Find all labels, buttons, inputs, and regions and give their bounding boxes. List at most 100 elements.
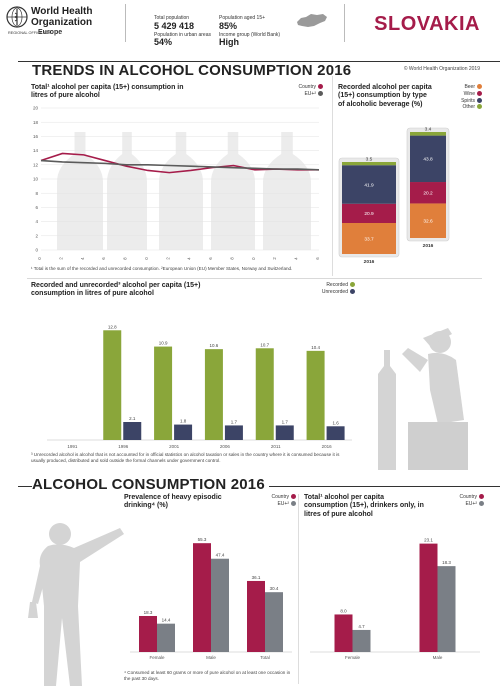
person-silhouette-icon — [28, 523, 124, 686]
legend-eu: EU+² — [298, 91, 323, 98]
total-consumption-title: Total¹ alcohol per capita (15+) consumpt… — [31, 84, 184, 100]
country-name: SLOVAKIA — [374, 13, 480, 35]
region-name: Europe — [38, 29, 63, 36]
beverage-value-label: 33.7 — [364, 236, 374, 242]
x-tick-label: 2011 — [271, 444, 281, 449]
org-name-line1: World Health — [31, 6, 93, 17]
x-tick-label: 2010 — [251, 257, 256, 260]
y-tick-label: 14 — [33, 148, 39, 153]
y-tick-label: 16 — [33, 134, 39, 139]
x-tick-label: 1998 — [123, 257, 128, 260]
y-tick-label: 6 — [35, 205, 38, 210]
recorded-bar — [154, 346, 173, 440]
panel-divider-bottom — [298, 494, 299, 684]
consumption-section-title: ALCOHOL CONSUMPTION 2016 — [32, 476, 269, 493]
bar-value-label: 10.6 — [210, 343, 219, 348]
bar-value-label: 8.0 — [340, 608, 347, 613]
income-value: High — [219, 37, 239, 47]
glass-year-label: 2016 — [364, 259, 375, 265]
beverage-segment-beer — [410, 203, 446, 238]
bar-value-label: 36.1 — [252, 575, 261, 580]
total-consumption-legend: Country EU+² — [298, 84, 323, 98]
country-hed-bar — [193, 543, 211, 652]
eu-trend-line — [40, 159, 320, 171]
legend-beer: Beer — [461, 84, 482, 91]
country-drinkers-bar — [419, 543, 438, 652]
country-hed-bar — [139, 615, 157, 652]
unrecorded-bar — [275, 425, 294, 440]
unrecorded-bar — [224, 425, 243, 440]
legend-wine: Wine — [461, 91, 482, 98]
recorded-bar — [204, 349, 223, 440]
bar-value-label: 10.7 — [260, 342, 269, 347]
total-consumption-footnote: ¹ Total is the sum of the recorded and u… — [31, 266, 293, 271]
section-rule-trends — [18, 61, 500, 62]
total-population-label: Total population — [154, 15, 190, 21]
panel-divider — [332, 76, 333, 276]
x-tick-label: 1996 — [118, 444, 129, 449]
beverage-glass-chart: 33.7 20.9 41.9 3.5 2016 32.6 20.2 43.8 3.4 2016 — [338, 127, 450, 265]
x-tick-label: 2008 — [229, 257, 234, 260]
y-tick-label: 2 — [35, 233, 38, 238]
eu-hed-bar — [157, 623, 175, 652]
recorded-bar — [255, 348, 274, 440]
drinkers-title: Total¹ alcohol per capita consumption (1… — [304, 494, 424, 518]
y-tick-label: 20 — [33, 106, 39, 111]
trends-section-title: TRENDS IN ALCOHOL CONSUMPTION 2016 — [32, 62, 352, 79]
who-emblem-icon — [6, 6, 28, 28]
x-tick-label: 2006 — [208, 257, 213, 260]
bar-value-label: 4.7 — [358, 624, 365, 629]
x-tick-label: Female — [149, 655, 165, 660]
org-name-line2: Organization — [31, 16, 93, 28]
x-tick-label: 2002 — [165, 257, 170, 260]
x-tick-label: 2016 — [315, 257, 320, 260]
income-label: Income group (World Bank) — [219, 32, 281, 38]
beverage-value-label: 43.8 — [423, 157, 433, 163]
eu-hed-bar — [211, 558, 229, 652]
beverage-segment-wine — [410, 182, 446, 204]
beverage-legend: Beer Wine Spirits Other — [461, 84, 482, 111]
beverage-segment-wine — [342, 203, 396, 223]
beverage-segment-spirits — [342, 165, 396, 204]
bottle-silhouette — [263, 132, 311, 250]
bar-value-label: 10.9 — [159, 341, 168, 346]
x-tick-label: 2012 — [272, 257, 277, 260]
x-tick-label: 1990 — [37, 257, 42, 260]
recorded-bar-chart: 1991 1996 12.8 2.1 2001 10.9 1.8 2006 10.6 1.7 201… — [47, 324, 352, 449]
bottle-silhouette — [211, 132, 255, 250]
country-map-icon — [297, 14, 327, 27]
drinkers-panel: Total¹ alcohol per capita consumption (1… — [304, 494, 484, 690]
x-tick-label: 2004 — [187, 257, 192, 260]
bar-value-label: 1.8 — [180, 419, 187, 424]
beverage-segment-spirits — [410, 135, 446, 183]
beverage-value-label: 3.4 — [425, 127, 432, 133]
beverage-segment-other — [410, 132, 446, 136]
aged15-label: Population aged 15+ — [219, 15, 266, 21]
aged15-value: 85% — [219, 21, 238, 31]
bottle-silhouette — [107, 132, 147, 250]
legend-recorded: Recorded — [322, 282, 355, 289]
bar-value-label: 1.7 — [231, 419, 238, 424]
beverage-value-label: 32.6 — [423, 219, 433, 225]
x-tick-label: 2000 — [144, 257, 149, 260]
eu-drinkers-bar — [437, 566, 456, 652]
legend-eu-hed: EU+² — [271, 501, 296, 508]
recorded-legend: Recorded Unrecorded — [322, 282, 355, 296]
bar-value-label: 23.1 — [424, 538, 433, 543]
bar-value-label: 1.6 — [332, 420, 339, 425]
drinkers-bar-chart: Female 8.0 4.7 Male 23.1 18.3 — [310, 538, 480, 660]
bar-value-label: 18.3 — [144, 610, 153, 615]
header-divider — [125, 4, 126, 42]
legend-eu-drinkers: EU+² — [459, 501, 484, 508]
region-office-label: REGIONAL OFFICE FOR — [8, 31, 52, 35]
urban-value: 54% — [154, 37, 173, 47]
recorded-footnote: ³ Unrecorded alcohol is alcohol that is … — [31, 452, 340, 464]
eu-hed-bar — [265, 592, 283, 652]
x-tick-label: 2001 — [169, 444, 180, 449]
x-tick-label: 2006 — [220, 444, 231, 449]
recorded-panel: Recorded and unrecorded³ alcohol per cap… — [27, 282, 357, 472]
bottle-silhouette — [57, 132, 103, 250]
legend-unrecorded: Unrecorded — [322, 289, 355, 296]
recorded-title: Recorded and unrecorded³ alcohol per cap… — [31, 282, 201, 298]
x-tick-label: Male — [206, 655, 216, 660]
